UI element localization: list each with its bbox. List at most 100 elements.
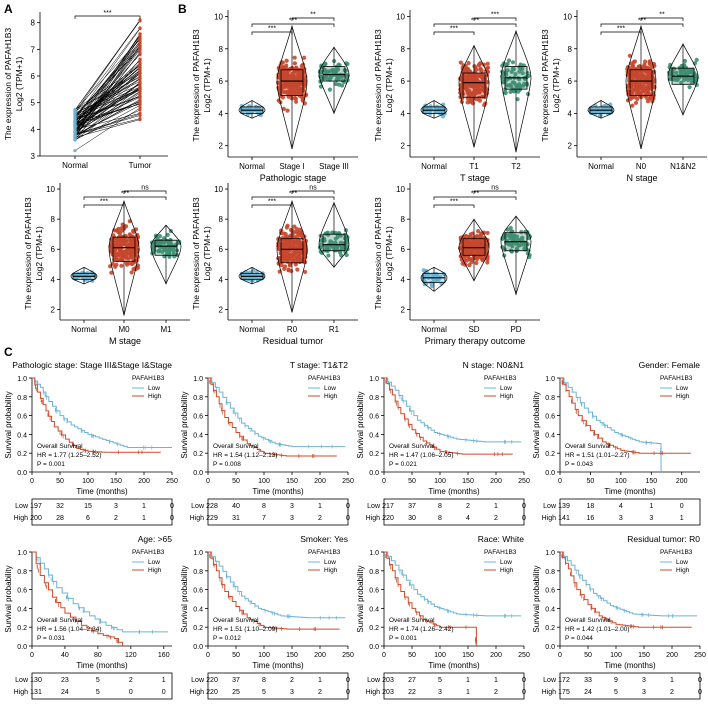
x-tick-label: 250 — [166, 478, 178, 485]
x-tick-label: 0 — [206, 478, 210, 485]
data-point — [279, 263, 284, 268]
pair-line — [74, 27, 141, 114]
data-point — [477, 82, 482, 88]
panel-label-b: B — [178, 2, 187, 16]
data-point — [480, 94, 485, 99]
y-tick-label: 3 — [31, 152, 36, 161]
risk-count-low: 23 — [61, 677, 69, 684]
y-tick-label: 8 — [219, 215, 224, 224]
km-stat: HR = 1.51 (1.10–2.09) — [213, 626, 278, 633]
risk-count-low: 32 — [56, 503, 64, 510]
data-point — [468, 96, 474, 101]
data-point — [670, 70, 675, 75]
tumor-point — [138, 63, 142, 67]
risk-count-high: 0 — [170, 515, 174, 522]
data-point — [505, 61, 510, 67]
x-tick-label: R0 — [287, 325, 298, 334]
data-point — [479, 68, 484, 73]
violin-outline — [108, 199, 140, 316]
data-point — [474, 240, 479, 245]
data-point — [466, 60, 471, 66]
data-point — [284, 258, 290, 263]
data-point — [157, 234, 163, 239]
y-axis-title: Survival probability — [4, 391, 13, 458]
y-tick-label: 10 — [214, 12, 223, 21]
data-point — [324, 231, 329, 236]
normal-point — [73, 118, 77, 122]
legend-label-high: High — [148, 393, 162, 400]
data-point — [114, 228, 120, 233]
y-tick-label: 0.2 — [545, 451, 555, 458]
pair-line — [74, 113, 141, 135]
km-stat: P = 0.001 — [389, 635, 417, 642]
y-tick-label: 0.6 — [17, 588, 27, 595]
y-axis-label: The expression of PAFAH1B3 — [3, 28, 13, 141]
significance-label: ns — [309, 185, 317, 192]
y-tick-label: 0.2 — [193, 451, 203, 458]
km-curve-low — [384, 377, 522, 443]
risk-count-low: 2 — [129, 677, 133, 684]
y-tick-label: 1.0 — [193, 550, 203, 557]
km-curve-high — [560, 551, 692, 628]
data-point — [118, 243, 123, 248]
significance-label: *** — [121, 191, 129, 198]
x-tick-label: 200 — [490, 652, 502, 659]
data-point — [434, 273, 439, 279]
y-axis-title: Survival probability — [532, 391, 541, 458]
y-tick-label: 6 — [568, 77, 573, 86]
x-tick-label: 250 — [518, 652, 530, 659]
risk-count-low: 172 — [558, 677, 570, 684]
data-point — [292, 61, 297, 66]
data-point — [176, 240, 181, 245]
risk-count-low: 5 — [438, 677, 442, 684]
x-tick-label: 250 — [342, 478, 354, 485]
data-point — [477, 62, 482, 67]
violin-outline — [318, 46, 350, 115]
data-point — [338, 233, 343, 238]
data-point — [630, 103, 635, 108]
y-tick-label: 0.4 — [17, 606, 27, 613]
y-tick-label: 0.0 — [17, 470, 27, 477]
data-point — [635, 96, 640, 102]
risk-count-high: 1 — [680, 515, 684, 522]
risk-count-low: 8 — [438, 503, 442, 510]
data-point — [474, 257, 480, 262]
x-tick-label: Stage III — [319, 162, 349, 171]
legend-label-high: High — [500, 567, 514, 574]
risk-count-low: 8 — [262, 503, 266, 510]
risk-count-high: 5 — [262, 689, 266, 696]
data-point — [298, 91, 303, 96]
risk-count-high: 25 — [232, 689, 240, 696]
significance-label: *** — [268, 26, 276, 33]
legend-title: PAFAH1B3 — [132, 549, 165, 556]
data-point — [284, 58, 289, 63]
significance-label: *** — [289, 191, 297, 198]
significance-bracket — [473, 190, 517, 194]
data-point — [167, 247, 172, 252]
pair-line — [74, 52, 141, 137]
data-point — [674, 70, 679, 76]
risk-count-high: 0 — [346, 689, 350, 696]
y-tick-label: 6 — [219, 77, 224, 86]
y-tick-label: 1.0 — [369, 376, 379, 383]
legend-label-high: High — [500, 393, 514, 400]
risk-label-low: Low — [367, 677, 381, 684]
km-stat: P = 0.012 — [213, 635, 241, 642]
km-stat: HR = 1.56 (1.04–2.34) — [37, 626, 102, 633]
y-axis-title: Survival probability — [356, 391, 365, 458]
data-point — [298, 258, 303, 264]
data-point — [131, 228, 136, 234]
km-stat: HR = 1.54 (1.12–2.13) — [213, 452, 278, 459]
legend-label-low: Low — [500, 385, 512, 392]
significance-bracket — [433, 196, 517, 200]
x-tick-label: 100 — [615, 478, 627, 485]
risk-count-high: 229 — [206, 515, 218, 522]
x-tick-label: 100 — [434, 652, 446, 659]
pair-line — [74, 103, 141, 125]
x-tick-label: PD — [510, 325, 521, 334]
risk-label-low: Low — [191, 503, 205, 510]
data-point — [281, 106, 286, 111]
risk-count-low: 27 — [408, 677, 416, 684]
